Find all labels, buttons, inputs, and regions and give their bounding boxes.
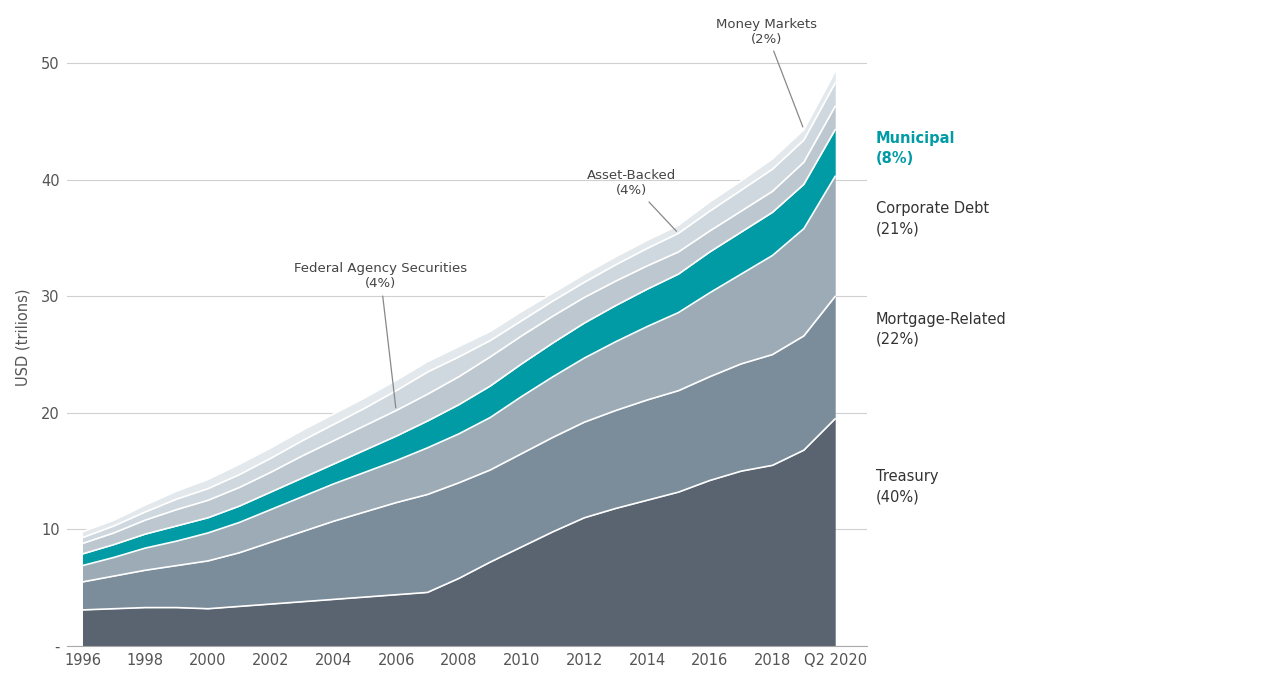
Text: (21%): (21%): [876, 221, 920, 236]
Text: (40%): (40%): [876, 489, 920, 504]
Text: Money Markets
(2%): Money Markets (2%): [716, 18, 817, 127]
Text: (22%): (22%): [876, 332, 920, 347]
Text: Municipal: Municipal: [876, 131, 955, 146]
Text: Corporate Debt: Corporate Debt: [876, 201, 989, 217]
Text: Asset-Backed
(4%): Asset-Backed (4%): [586, 169, 677, 232]
Y-axis label: USD (trilions): USD (trilions): [15, 288, 29, 386]
Text: Mortgage-Related: Mortgage-Related: [876, 312, 1007, 327]
Text: Treasury: Treasury: [876, 469, 938, 484]
Text: Federal Agency Securities
(4%): Federal Agency Securities (4%): [294, 262, 467, 408]
Text: (8%): (8%): [876, 151, 914, 166]
